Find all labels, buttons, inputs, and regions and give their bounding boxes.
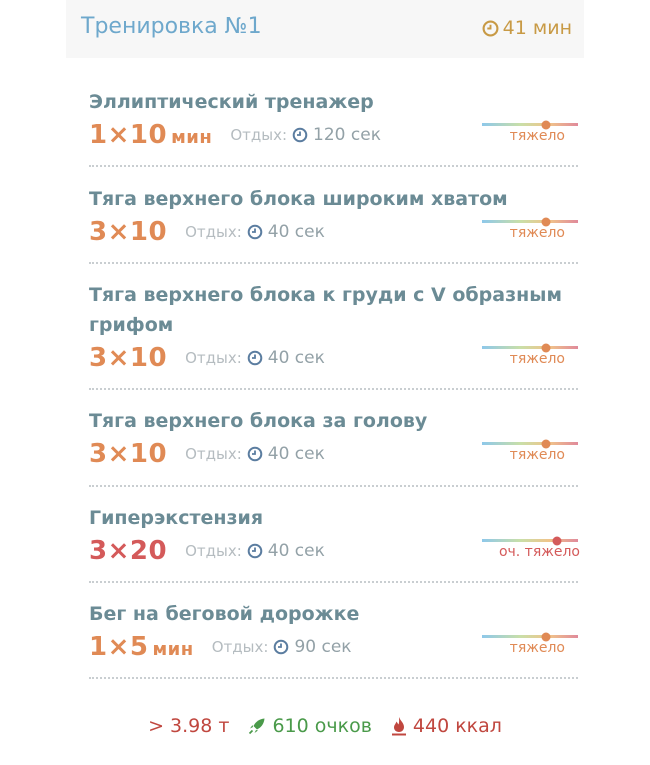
- rocket-icon: [249, 718, 265, 735]
- exercise-item[interactable]: Гиперэкстензия 3×20 Отдых: 40 сек оч. тя…: [89, 503, 580, 569]
- difficulty-bar: [482, 220, 578, 223]
- difficulty-label: тяжело: [509, 225, 565, 241]
- clock-icon: [274, 639, 289, 655]
- difficulty-indicator: оч. тяжело: [482, 533, 580, 569]
- difficulty-bar: [482, 442, 578, 445]
- divider: [89, 388, 578, 390]
- difficulty-bar: [482, 635, 578, 638]
- clock-icon: [247, 446, 263, 462]
- exercise-rest: Отдых: 40 сек: [185, 222, 325, 242]
- exercise-name: Тяга верхнего блока широким хватом: [89, 188, 508, 210]
- clock-icon: [292, 127, 308, 143]
- difficulty-indicator: тяжело: [482, 214, 578, 250]
- difficulty-marker: [541, 343, 551, 352]
- divider: [89, 677, 578, 679]
- workout-header[interactable]: Тренировка №1 41 мин: [66, 0, 584, 58]
- difficulty-indicator: тяжело: [482, 629, 578, 665]
- exercise-sets: 1×10 мин: [89, 120, 213, 150]
- exercise-sets: 3×10: [89, 343, 168, 373]
- difficulty-label: оч. тяжело: [498, 544, 580, 560]
- difficulty-marker: [541, 439, 551, 448]
- duration-value: 41 мин: [502, 17, 572, 39]
- exercise-rest: Отдых: 40 сек: [185, 444, 325, 464]
- difficulty-indicator: тяжело: [482, 436, 578, 472]
- clock-icon: [247, 350, 263, 366]
- exercise-name: Тяга верхнего блока за голову: [89, 410, 428, 432]
- exercise-item[interactable]: Тяга верхнего блока за голову 3×10 Отдых…: [89, 406, 578, 472]
- calories-stat: 440 ккал: [390, 715, 502, 737]
- difficulty-label: тяжело: [509, 447, 565, 463]
- points-stat: 610 очков: [247, 715, 372, 737]
- difficulty-indicator: тяжело: [482, 340, 578, 376]
- exercise-rest: Отдых: 120 сек: [230, 125, 381, 145]
- difficulty-marker: [541, 632, 551, 641]
- exercise-sets: 3×20: [89, 536, 168, 566]
- exercise-name: Бег на беговой дорожке: [89, 603, 360, 625]
- difficulty-label: тяжело: [509, 351, 565, 367]
- difficulty-label: тяжело: [509, 640, 565, 656]
- exercise-name: Эллиптический тренажер: [89, 91, 374, 113]
- exercise-name: Гиперэкстензия: [89, 507, 264, 529]
- tonnage-stat: > 3.98 т: [148, 715, 230, 737]
- clock-icon: [247, 224, 263, 240]
- workout-summary: > 3.98 т 610 очков 440 ккал: [0, 711, 650, 741]
- exercise-sets: 3×10: [89, 439, 168, 469]
- difficulty-bar: [482, 539, 578, 542]
- exercise-item[interactable]: Бег на беговой дорожке 1×5 мин Отдых: 90 …: [89, 599, 578, 665]
- exercise-sets: 3×10: [89, 217, 168, 247]
- exercise-item[interactable]: Эллиптический тренажер 1×10 мин Отдых: 12…: [89, 87, 578, 153]
- divider: [89, 485, 578, 487]
- divider: [89, 165, 578, 167]
- flame-icon: [391, 717, 406, 736]
- exercise-name: Тяга верхнего блока к груди с V образным…: [89, 284, 562, 336]
- exercise-rest: Отдых: 90 сек: [211, 637, 352, 657]
- clock-icon: [482, 20, 499, 36]
- divider: [89, 581, 578, 583]
- difficulty-marker: [552, 536, 562, 545]
- divider: [89, 262, 578, 264]
- clock-icon: [247, 543, 263, 559]
- workout-title: Тренировка №1: [81, 14, 262, 39]
- difficulty-bar: [482, 346, 578, 349]
- exercise-item[interactable]: Тяга верхнего блока широким хватом 3×10 …: [89, 184, 578, 250]
- difficulty-marker: [541, 120, 551, 129]
- difficulty-bar: [482, 123, 578, 126]
- exercise-sets: 1×5 мин: [89, 632, 194, 662]
- exercise-item[interactable]: Тяга верхнего блока к груди с V образным…: [89, 280, 578, 376]
- workout-duration: 41 мин: [482, 17, 572, 39]
- exercise-rest: Отдых: 40 сек: [185, 348, 325, 368]
- difficulty-label: тяжело: [509, 128, 565, 144]
- exercise-rest: Отдых: 40 сек: [185, 541, 325, 561]
- difficulty-marker: [541, 217, 551, 226]
- difficulty-indicator: тяжело: [482, 117, 578, 153]
